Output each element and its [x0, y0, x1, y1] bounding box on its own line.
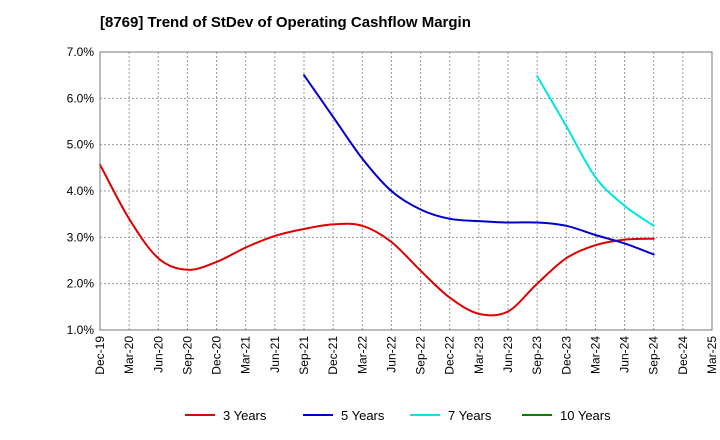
- x-tick-label: Mar-20: [122, 336, 136, 374]
- x-tick-label: Mar-25: [705, 336, 719, 374]
- x-tick-label: Dec-23: [559, 336, 573, 375]
- x-tick-label: Jun-22: [384, 336, 398, 373]
- y-tick-label: 1.0%: [67, 323, 95, 337]
- legend-label-5-years: 5 Years: [341, 408, 385, 423]
- legend-label-10-years: 10 Years: [560, 408, 611, 423]
- x-tick-label: Dec-22: [443, 336, 457, 375]
- y-tick-label: 3.0%: [67, 230, 95, 244]
- x-tick-label: Mar-21: [239, 336, 253, 374]
- x-tick-label: Dec-21: [326, 336, 340, 375]
- series-line-5-years: [303, 74, 655, 256]
- y-axis-tick-labels: 1.0% 2.0% 3.0% 4.0% 5.0% 6.0% 7.0%: [67, 45, 95, 337]
- y-tick-label: 7.0%: [67, 45, 95, 59]
- series-layer: [99, 74, 655, 317]
- x-tick-label: Sep-20: [180, 336, 194, 375]
- x-tick-label: Dec-24: [676, 336, 690, 375]
- gridlines: [100, 52, 712, 330]
- legend-label-7-years: 7 Years: [448, 408, 492, 423]
- legend-label-3-years: 3 Years: [223, 408, 267, 423]
- y-tick-label: 6.0%: [67, 91, 95, 105]
- chart-title: [8769] Trend of StDev of Operating Cashf…: [100, 14, 471, 31]
- x-tick-label: Mar-24: [588, 336, 602, 374]
- x-tick-label: Sep-24: [647, 336, 661, 375]
- y-tick-label: 5.0%: [67, 138, 95, 152]
- x-tick-label: Sep-22: [414, 336, 428, 375]
- x-tick-label: Dec-20: [210, 336, 224, 375]
- y-tick-label: 4.0%: [67, 184, 95, 198]
- x-tick-label: Sep-21: [297, 336, 311, 375]
- axes: [99, 51, 713, 331]
- x-tick-label: Dec-19: [93, 336, 107, 375]
- plot-border: [99, 51, 713, 331]
- x-tick-label: Jun-20: [151, 336, 165, 373]
- x-tick-label: Jun-21: [268, 336, 282, 373]
- x-tick-label: Jun-23: [501, 336, 515, 373]
- x-axis-tick-labels: Dec-19 Mar-20 Jun-20 Sep-20 Dec-20 Mar-21 Jun-…: [93, 336, 719, 375]
- x-tick-label: Sep-23: [530, 336, 544, 375]
- series-line-7-years: [536, 75, 655, 227]
- x-tick-label: Mar-22: [355, 336, 369, 374]
- x-tick-label: Mar-23: [472, 336, 486, 374]
- legend: 3 Years 5 Years 7 Years 10 Years: [185, 408, 611, 423]
- x-tick-label: Jun-24: [618, 336, 632, 373]
- y-tick-label: 2.0%: [67, 277, 95, 291]
- series-line-3-years: [99, 163, 655, 317]
